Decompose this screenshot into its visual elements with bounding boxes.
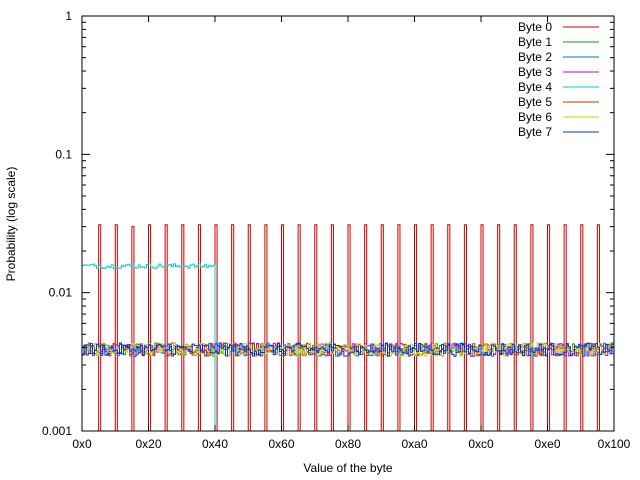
x-tick-label: 0xa0 (401, 437, 427, 451)
series-line-4 (82, 263, 216, 431)
x-tick-label: 0x20 (135, 437, 161, 451)
x-tick-label: 0x60 (268, 437, 294, 451)
x-tick-label: 0x80 (335, 437, 361, 451)
x-tick-label: 0xc0 (468, 437, 494, 451)
legend-label: Byte 4 (518, 80, 552, 94)
series-line-7 (82, 342, 614, 357)
legend-label: Byte 6 (518, 110, 552, 124)
y-axis-title: Probability (log scale) (4, 167, 18, 282)
tick-layer: 0x0 0x20 0x40 0x60 0x80 0xa0 0xc0 0xe0 0x100 0.00… (42, 9, 631, 451)
x-axis-title: Value of the byte (303, 461, 393, 475)
x-tick-label: 0xe0 (534, 437, 560, 451)
x-tick-label: 0x100 (598, 437, 631, 451)
legend-label: Byte 7 (518, 125, 552, 139)
legend-label: Byte 1 (518, 35, 552, 49)
legend-label: Byte 3 (518, 65, 552, 79)
y-tick-label: 1 (65, 9, 72, 23)
x-tick-label: 0x0 (72, 437, 92, 451)
legend-label: Byte 0 (518, 20, 552, 34)
x-tick-label: 0x40 (202, 437, 228, 451)
legend-label: Byte 2 (518, 50, 552, 64)
series-line-0 (82, 224, 614, 432)
series-layer (82, 224, 614, 432)
legend-label: Byte 5 (518, 95, 552, 109)
y-tick-label: 0.1 (55, 147, 72, 161)
y-tick-label: 0.001 (42, 424, 72, 438)
y-tick-label: 0.01 (49, 286, 73, 300)
